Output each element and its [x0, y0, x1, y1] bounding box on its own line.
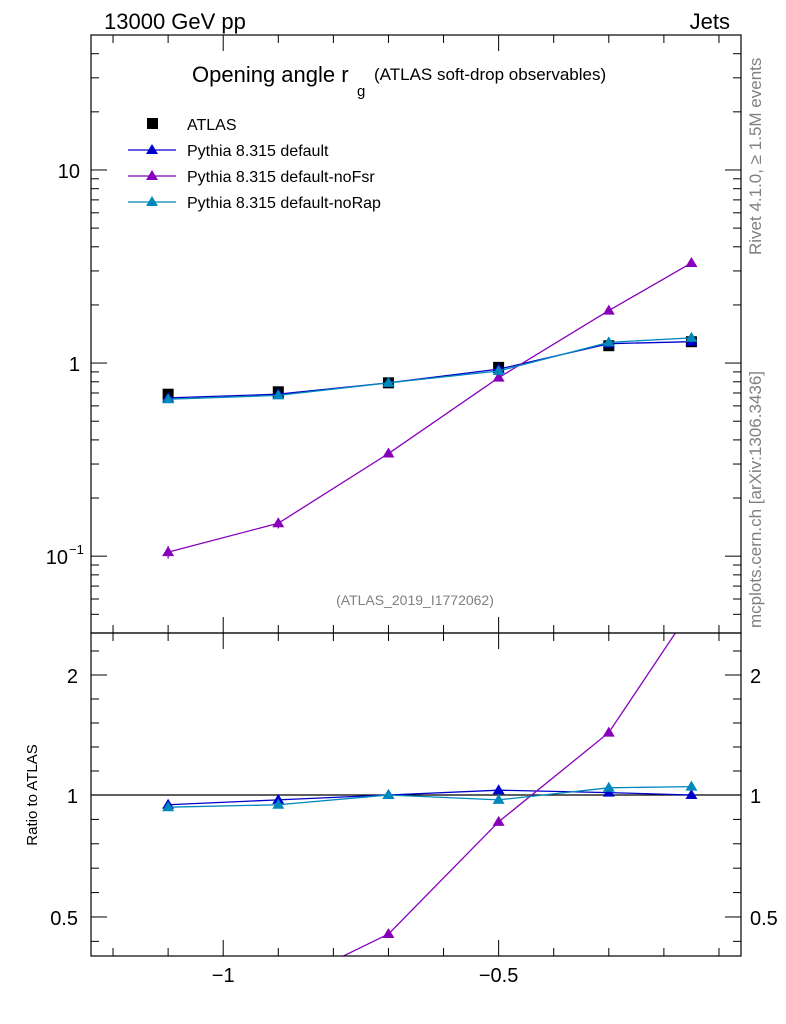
ratio-point-default — [685, 789, 698, 799]
point-noFsr — [492, 371, 505, 382]
point-noRap — [602, 336, 615, 347]
point-noRap — [382, 376, 395, 387]
legend-label-default: Pythia 8.315 default — [187, 143, 329, 160]
plot-title-subscript: g — [357, 83, 365, 100]
ratio-point-noRap — [685, 780, 698, 791]
ratio-line-noFsr — [341, 633, 677, 956]
main-ytick-label-0: 10 — [46, 547, 68, 569]
point-noFsr — [382, 447, 395, 458]
analysis-id: (ATLAS_2019_I1772062) — [336, 592, 494, 608]
ratio-point-noFsr — [685, 603, 697, 613]
ratio-ytick-label-left-2: 2 — [67, 666, 78, 688]
header-right: Jets — [690, 9, 730, 34]
ratio-frame — [90, 632, 742, 957]
point-noFsr — [602, 304, 615, 315]
point-noFsr — [162, 546, 175, 557]
ratio-line-noRap — [168, 785, 692, 808]
rivet-label: Rivet 4.1.0, ≥ 1.5M events — [746, 58, 765, 255]
ratio-point-noRap — [492, 793, 505, 804]
series-line-noRap — [168, 337, 692, 400]
main-ytick-label-1: 1 — [69, 354, 80, 376]
point-noRap — [162, 393, 175, 404]
ratio-point-default — [492, 784, 505, 795]
plot-title-main: Opening angle r — [192, 62, 349, 87]
legend-label-norap: Pythia 8.315 default-noRap — [187, 195, 381, 212]
point-noFsr — [272, 517, 285, 528]
ratio-point-noFsr — [602, 726, 615, 737]
ratio-point-noRap — [272, 798, 285, 809]
point-noFsr — [685, 256, 698, 267]
legend-marker-norap — [146, 196, 158, 206]
ratio-ytick-label-left-0: 0.5 — [50, 908, 78, 930]
point-noRap — [685, 331, 698, 342]
header-left: 13000 GeV pp — [104, 9, 246, 34]
plot-title-suffix: (ATLAS soft-drop observables) — [374, 65, 606, 84]
ratio-xtick-label-0: −1 — [212, 965, 235, 987]
ratio-line-default — [168, 789, 692, 806]
series-line-default — [168, 341, 692, 399]
ratio-point-noRap — [382, 789, 395, 799]
mcplots-label: mcplots.cern.ch [arXiv:1306.3436] — [746, 371, 765, 628]
ratio-point-noFsr — [492, 815, 505, 826]
legend-label-atlas: ATLAS — [187, 117, 237, 134]
legend-marker-atlas — [147, 118, 158, 129]
ratio-point-noRap — [602, 781, 615, 792]
ratio-point-noFsr — [382, 928, 395, 939]
main-ytick-label-2: 10 — [58, 161, 80, 183]
legend-marker-nofsr — [146, 170, 158, 180]
ratio-series-group — [162, 603, 698, 1006]
ratio-point-noRap — [162, 801, 175, 812]
point-noRap — [492, 364, 505, 375]
ratio-ylabel: Ratio to ATLAS — [24, 744, 41, 845]
ratio-point-noFsr — [272, 982, 284, 992]
ratio-ytick-label-left-1: 1 — [67, 786, 78, 808]
point-noRap — [272, 389, 285, 400]
ratio-plot: −1 −0.5 0.5 0.5 1 1 2 2 — [50, 603, 778, 1006]
legend-marker-default — [146, 144, 158, 154]
legend-label-nofsr: Pythia 8.315 default-noFsr — [187, 169, 375, 186]
ratio-xtick-label-1: −0.5 — [479, 965, 518, 987]
ratio-ytick-label-right-2: 2 — [750, 666, 761, 688]
ratio-point-noFsr — [162, 996, 174, 1006]
main-ytick-exp-0: −1 — [69, 542, 84, 557]
ratio-ytick-label-right-1: 1 — [750, 786, 761, 808]
ratio-ytick-label-right-0: 0.5 — [750, 908, 778, 930]
series-line-noFsr — [167, 262, 692, 553]
main-series-group — [162, 256, 698, 559]
legend: ATLAS Pythia 8.315 default Pythia 8.315 … — [128, 117, 381, 212]
